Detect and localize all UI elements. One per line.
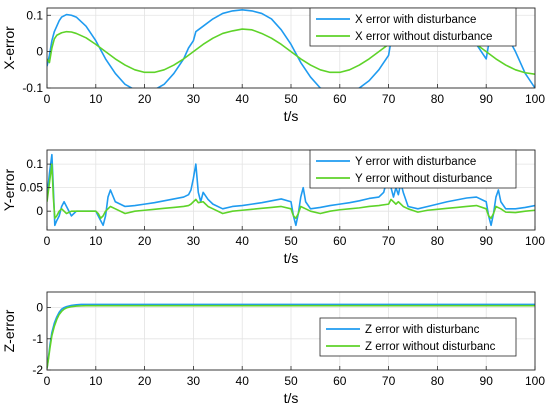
x-tick-label: 90 — [480, 234, 494, 248]
x-tick-label: 0 — [44, 92, 51, 106]
y-tick-label: -0.1 — [22, 81, 43, 95]
x-tick-label: 10 — [89, 92, 103, 106]
x-tick-label: 80 — [431, 92, 445, 106]
y-axis-label: Y-error — [1, 169, 17, 212]
x-tick-label: 30 — [187, 92, 201, 106]
series-line-1 — [47, 303, 535, 369]
chart-panel-3: 0 10 20 30 40 50 60 70 80 90 100 -2 -1 0 t/s Z-error Z e… — [1, 291, 545, 406]
y-axis-label: X-error — [1, 26, 17, 70]
x-tick-label: 0 — [44, 374, 51, 388]
x-tick-label: 80 — [431, 234, 445, 248]
y-tick-label: 0 — [36, 45, 43, 59]
x-tick-label: 90 — [480, 374, 494, 388]
x-tick-label: 10 — [89, 374, 103, 388]
x-tick-label: 50 — [284, 374, 298, 388]
x-tick-label: 10 — [89, 234, 103, 248]
legend-label: Z error with disturbanc — [365, 324, 480, 336]
x-tick-label: 100 — [525, 92, 545, 106]
legend-label: Y error with disturbance — [355, 156, 476, 168]
x-tick-label: 100 — [525, 234, 545, 248]
x-tick-label: 70 — [382, 92, 396, 106]
legend-box — [309, 149, 517, 189]
x-tick-label: 40 — [236, 374, 250, 388]
x-tick-label: 20 — [138, 92, 152, 106]
series-line-2 — [47, 304, 535, 369]
y-axis-label: Z-error — [1, 309, 17, 352]
legend-box — [319, 317, 517, 357]
y-tick-label: 0 — [36, 204, 43, 218]
x-tick-label: 80 — [431, 374, 445, 388]
legend-label: Z error without disturbanc — [365, 341, 496, 353]
x-tick-label: 40 — [236, 234, 250, 248]
x-axis-label: t/s — [284, 250, 299, 266]
y-tick-label: 0 — [36, 301, 43, 315]
y-tick-label: 0.05 — [20, 181, 44, 195]
legend-label: X error with disturbance — [355, 14, 476, 26]
x-tick-label: 20 — [138, 374, 152, 388]
x-tick-label: 60 — [333, 234, 347, 248]
x-tick-label: 100 — [525, 374, 545, 388]
x-tick-label: 70 — [382, 374, 396, 388]
y-tick-label: -1 — [32, 332, 43, 346]
x-tick-label: 20 — [138, 234, 152, 248]
y-tick-label: -2 — [32, 363, 43, 377]
x-tick-label: 70 — [382, 234, 396, 248]
chart-panel-1: 0 10 20 30 40 50 60 70 80 90 100-0.100.1t/sX-error… — [1, 7, 545, 124]
legend-box — [309, 7, 517, 47]
y-tick-label: 0.1 — [26, 8, 43, 22]
x-tick-label: 60 — [333, 374, 347, 388]
x-tick-label: 40 — [236, 92, 250, 106]
x-axis-label: t/s — [284, 108, 299, 124]
x-tick-label: 60 — [333, 92, 347, 106]
y-tick-label: 0.1 — [26, 157, 43, 171]
legend-label: Y error without disturbance — [355, 173, 492, 185]
x-tick-label: 50 — [284, 92, 298, 106]
x-tick-label: 90 — [480, 92, 494, 106]
legend-label: X error without disturbance — [355, 31, 492, 43]
x-tick-label: 30 — [187, 374, 201, 388]
x-tick-label: 30 — [187, 234, 201, 248]
x-axis-label: t/s — [284, 390, 299, 406]
x-tick-label: 50 — [284, 234, 298, 248]
x-tick-label: 0 — [44, 234, 51, 248]
legend: X error with disturbance X error without … — [309, 7, 517, 47]
legend: Y error with disturbance Y error without … — [309, 149, 517, 189]
legend: Z error with disturbanc Z error without d… — [319, 317, 517, 357]
chart-panel-2: 0 10 20 30 40 50 60 70 80 90 100 0 0.05 0.1 t/s Y-error… — [1, 149, 545, 266]
series-line-2 — [47, 163, 535, 220]
